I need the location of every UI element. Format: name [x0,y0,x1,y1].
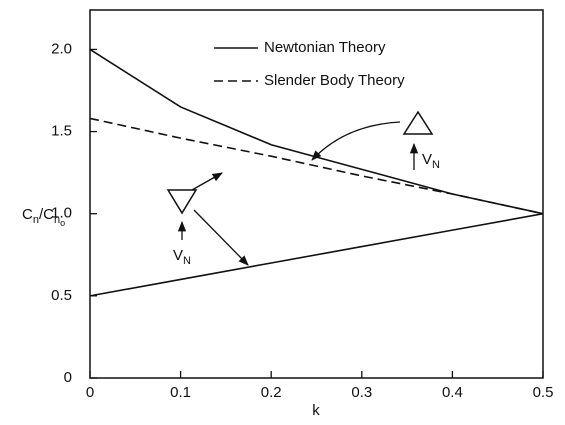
arrow [311,121,401,161]
annotation-part: V [422,151,432,168]
arrow [191,172,223,191]
y-tick-label: 0.5 [51,287,72,304]
y-axis-label: Cn/Cno [22,206,65,228]
x-tick-label: 0.4 [442,384,463,401]
annotation: VN [422,151,440,171]
y-label-part: n [54,214,60,226]
legend-label: Newtonian Theory [264,39,386,56]
y-tick-label: 1.5 [51,123,72,140]
y-label-part: /C [39,206,54,223]
x-tick-label: 0.5 [533,384,554,401]
y-tick-label: 0 [64,369,72,386]
y-tick-label: 2.0 [51,40,72,57]
plot-frame [89,9,544,379]
annotation-part: N [183,255,191,267]
triangle-icon [402,110,434,135]
series-line [89,212,544,297]
y-tick-label: 1.0 [51,205,72,222]
y-label-part: C [22,206,33,223]
x-axis-label: k [312,402,320,419]
annotation: VN [173,247,191,267]
x-tick-label: 0.3 [351,384,372,401]
triangle-icon [166,189,198,215]
annotation-part: N [432,159,440,171]
series-line [89,117,544,215]
x-tick-label: 0.2 [261,384,282,401]
y-label-part: n [33,214,39,226]
y-label-part: o [60,218,65,228]
x-tick-label: 0.1 [170,384,191,401]
annotation-part: V [173,247,183,264]
arrow [193,209,249,266]
legend-label: Slender Body Theory [264,72,405,89]
x-tick-label: 0 [86,384,94,401]
